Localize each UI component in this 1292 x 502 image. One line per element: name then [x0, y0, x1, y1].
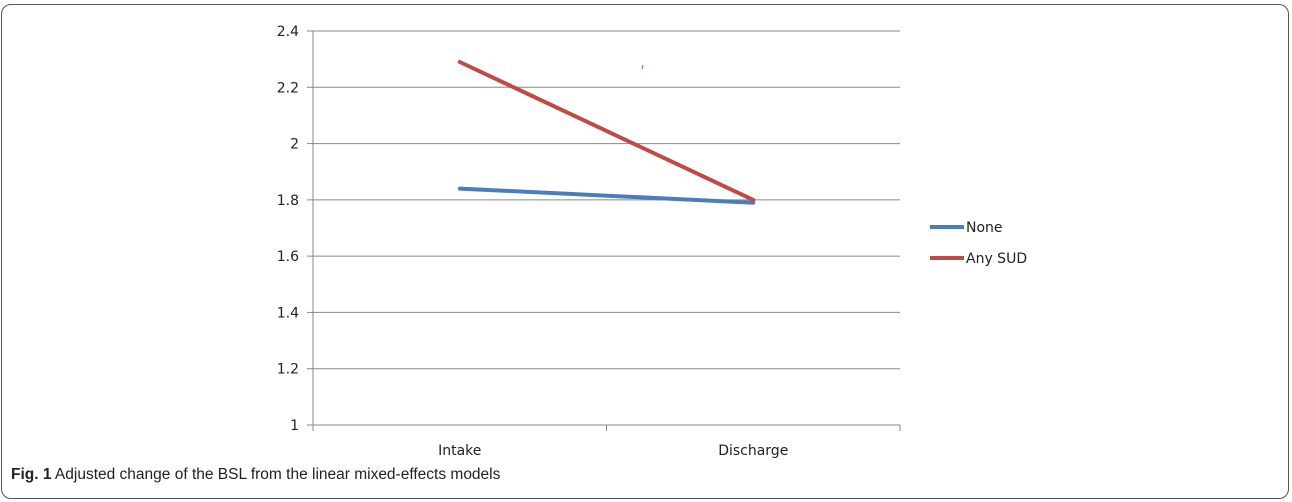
caption-text: Adjusted change of the BSL from the line… [51, 466, 501, 483]
y-tick-label: 1.8 [277, 193, 299, 209]
legend: None Any SUD [930, 220, 1027, 267]
y-tick-label: 2 [290, 137, 299, 153]
legend-label: Any SUD [966, 251, 1027, 267]
figure-label: Fig. 1 [11, 466, 52, 483]
y-tick-label: 1 [290, 418, 299, 434]
y-tick-label: 2.2 [277, 80, 299, 96]
stray-mark [641, 64, 644, 70]
figure-caption: Fig. 1 Adjusted change of the BSL from t… [11, 466, 500, 484]
x-tick-label: Intake [438, 443, 481, 459]
series-line-none [457, 186, 756, 205]
series-lines [457, 60, 756, 205]
series-line-any-sud [457, 60, 756, 202]
gridlines [313, 30, 900, 370]
x-tick-label: Discharge [718, 443, 788, 459]
y-tick-label: 2.4 [277, 24, 299, 40]
figure-frame [1, 4, 1289, 499]
y-tick-label: 1.2 [277, 362, 299, 378]
axes: 1 1.2 1.4 1.6 1.8 2 2.2 2.4 Intake Discharge [277, 24, 901, 459]
legend-label: None [966, 220, 1003, 236]
y-tick-label: 1.4 [277, 305, 299, 321]
y-tick-label: 1.6 [277, 249, 299, 265]
